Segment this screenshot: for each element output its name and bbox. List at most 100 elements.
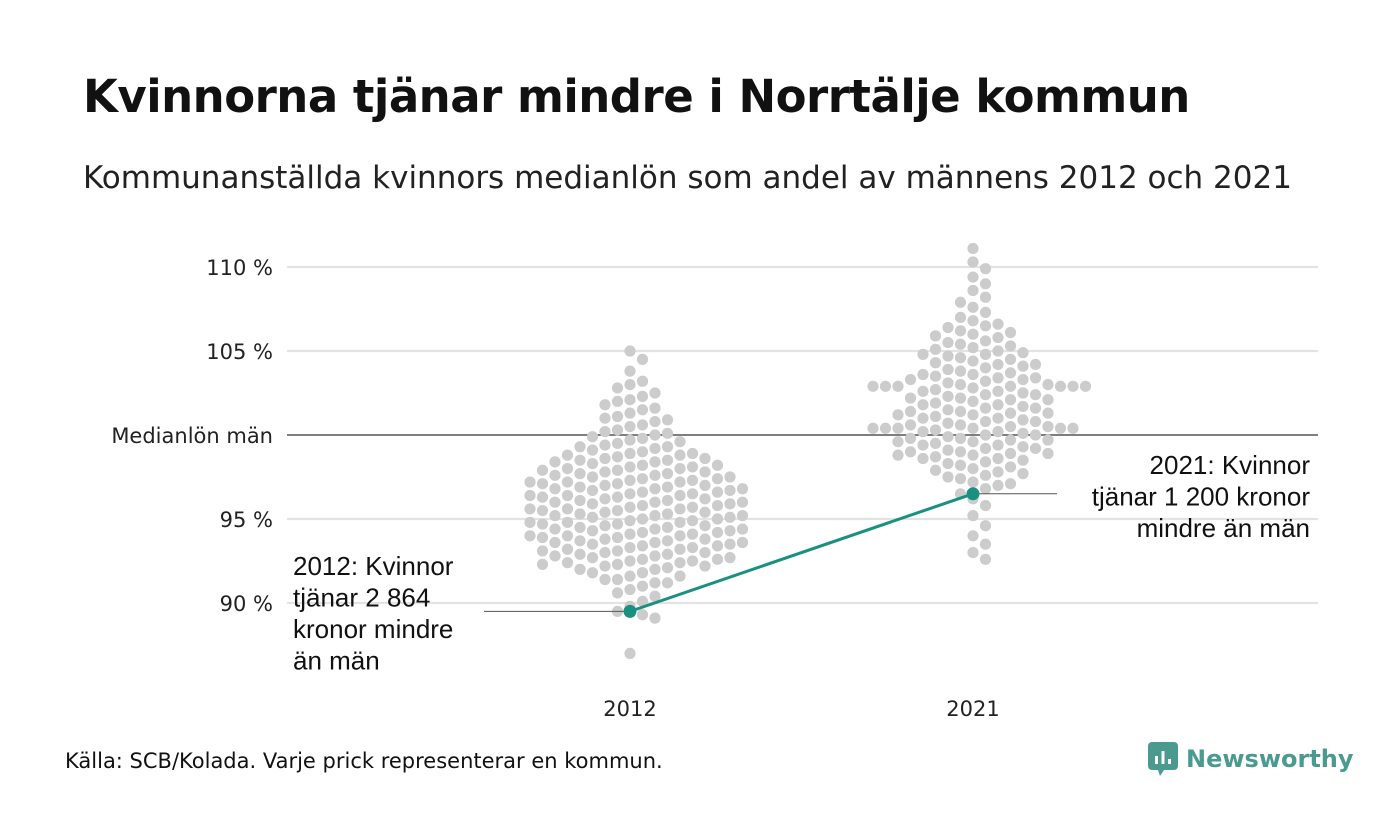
municipality-dot <box>599 412 611 424</box>
municipality-dot <box>1004 461 1017 473</box>
municipality-dot <box>699 547 711 559</box>
municipality-dot <box>929 370 942 382</box>
municipality-dot <box>929 330 942 342</box>
municipality-dot <box>611 505 624 517</box>
newsworthy-brand[interactable]: Newsworthy <box>1148 742 1354 776</box>
municipality-dot <box>599 506 611 518</box>
municipality-dot <box>929 410 942 423</box>
municipality-dot <box>586 431 599 443</box>
municipality-dot <box>967 271 979 283</box>
municipality-dot <box>624 434 636 446</box>
municipality-dot <box>636 419 649 431</box>
municipality-dot <box>674 476 686 488</box>
municipality-dot <box>599 439 611 451</box>
municipality-dot <box>524 503 536 515</box>
municipality-dot <box>674 530 686 542</box>
municipality-dot <box>674 516 686 528</box>
municipality-dot <box>1004 421 1017 433</box>
municipality-dot <box>686 501 699 513</box>
municipality-dot <box>929 397 942 409</box>
chart-title: Kvinnorna tjänar mindre i Norrtälje komm… <box>83 70 1190 123</box>
municipality-dot <box>699 452 711 465</box>
municipality-dot <box>1004 367 1017 379</box>
municipality-dot <box>561 557 574 569</box>
municipality-dot <box>686 488 699 500</box>
municipality-dot <box>574 441 586 453</box>
municipality-dot <box>586 444 599 456</box>
municipality-dot <box>979 499 992 512</box>
municipality-dot <box>954 379 967 391</box>
municipality-dot <box>649 456 661 468</box>
municipality-dot <box>624 447 636 460</box>
municipality-dot <box>674 489 686 502</box>
municipality-dot <box>561 530 574 542</box>
municipality-dot <box>1004 380 1017 392</box>
municipality-dot <box>992 412 1004 424</box>
municipality-dot <box>649 483 661 495</box>
municipality-dot <box>942 404 954 416</box>
municipality-dot <box>699 506 711 518</box>
municipality-dot <box>586 538 599 550</box>
municipality-dot <box>711 499 724 512</box>
municipality-dot <box>942 457 954 470</box>
municipality-dot <box>917 452 929 465</box>
municipality-dot <box>967 449 979 461</box>
municipality-dot <box>1054 380 1067 392</box>
municipality-dot <box>549 483 561 495</box>
municipality-dot <box>661 577 674 589</box>
municipality-dot <box>649 550 661 562</box>
municipality-dot <box>1042 394 1054 406</box>
municipality-dot <box>904 392 917 404</box>
municipality-dot <box>942 350 954 362</box>
municipality-dot <box>942 337 954 349</box>
municipality-dot <box>636 580 649 592</box>
annotation-text: 2012: Kvinnor tjänar 2 864 kronor mindre än… <box>293 551 454 676</box>
municipality-dot <box>1004 353 1017 365</box>
municipality-dot <box>624 421 636 433</box>
municipality-dot <box>649 510 661 522</box>
municipality-dot <box>1004 478 1017 490</box>
chart-subtitle: Kommunanställda kvinnors medianlön som a… <box>83 160 1292 196</box>
municipality-dot <box>979 320 992 332</box>
municipality-dot <box>636 459 649 471</box>
municipality-dot <box>992 331 1004 344</box>
municipality-dot <box>979 263 992 275</box>
norrtalje-dot <box>623 604 637 618</box>
municipality-dot <box>954 459 967 471</box>
municipality-dot <box>586 484 599 497</box>
municipality-dot <box>561 489 574 502</box>
grid-lines <box>287 265 1318 605</box>
municipality-dot <box>686 474 699 486</box>
municipality-dot <box>636 526 649 539</box>
municipality-dot <box>699 466 711 478</box>
municipality-dot <box>1029 415 1042 428</box>
municipality-dot <box>967 409 979 421</box>
municipality-dot <box>536 545 549 557</box>
municipality-dot <box>724 484 736 497</box>
municipality-dot <box>611 518 624 530</box>
municipality-dot <box>649 387 661 399</box>
municipality-dot <box>979 469 992 481</box>
municipality-dot <box>967 510 979 522</box>
y-tick-label: Medianlön män <box>111 424 273 448</box>
municipality-dot <box>624 474 636 486</box>
municipality-dot <box>624 541 636 554</box>
municipality-dot <box>1042 379 1054 391</box>
municipality-dot <box>892 380 904 392</box>
municipality-dot <box>661 441 674 453</box>
annotation-line: kronor mindre <box>293 614 453 644</box>
municipality-dot <box>967 547 979 559</box>
municipality-dot <box>599 573 611 586</box>
x-tick-label: 2021 <box>946 697 999 721</box>
municipality-dot <box>536 464 549 476</box>
municipality-dot <box>917 412 929 424</box>
municipality-dot <box>599 399 611 411</box>
municipality-dot <box>561 543 574 555</box>
municipality-dot <box>536 478 549 490</box>
municipality-dot <box>1004 447 1017 460</box>
municipality-dot <box>574 521 586 534</box>
municipality-dot <box>599 479 611 491</box>
municipality-dot <box>992 399 1004 411</box>
municipality-dot <box>967 328 979 340</box>
annotation-line: 2021: Kvinnor <box>1150 450 1311 480</box>
